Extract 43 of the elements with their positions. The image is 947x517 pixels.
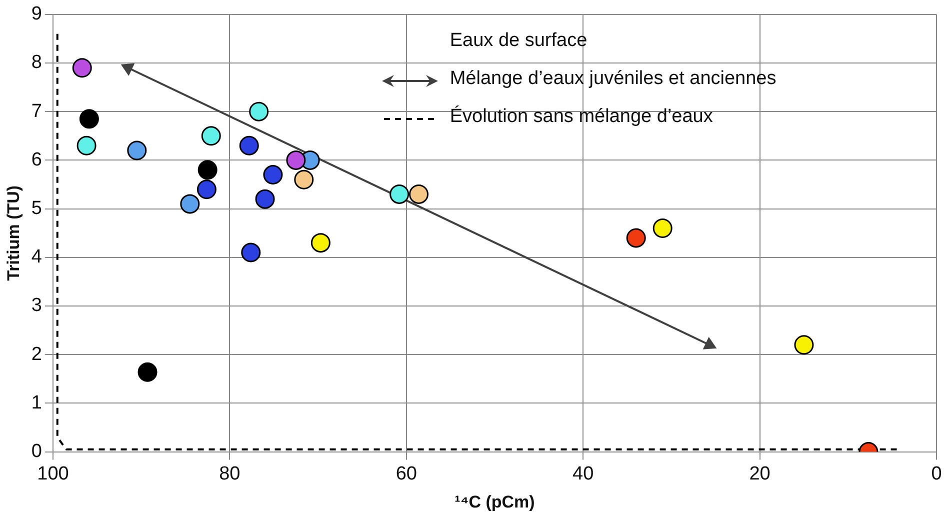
point [794,335,814,355]
point [180,194,200,214]
point [263,165,283,185]
y-tick-label: 7 [31,100,42,122]
x-tick-label: 40 [572,463,594,484]
point [409,184,428,204]
y-tick-label: 0 [31,441,42,462]
point [255,189,275,209]
point [310,233,330,253]
x-tick-label: 20 [749,463,770,484]
point [249,102,269,122]
point [79,109,99,129]
point [127,140,147,160]
y-tick-label: 4 [31,246,42,268]
x-tick-label: 0 [931,463,942,484]
point [241,242,261,262]
point [239,136,259,156]
y-tick-label: 2 [31,344,42,365]
point [72,58,92,78]
point [201,126,221,146]
legend-label: Évolution sans mélange d’eaux [450,106,713,128]
y-tick-label: 6 [31,149,42,170]
x-tick-label: 100 [37,463,69,484]
x-axis-title: ¹⁴C (pCm) [454,492,535,512]
y-axis-title: Tritium (TU) [4,185,23,281]
legend-label: Mélange d’eaux juvéniles et anciennes [450,68,776,90]
point [294,170,314,190]
y-tick-label: 9 [31,4,42,25]
point [138,362,158,382]
y-tick-label: 5 [31,198,42,220]
point [652,218,672,238]
point [196,180,216,200]
y-tick-label: 1 [31,392,42,414]
legend-title: Eaux de surface [450,30,588,52]
y-tick-label: 8 [31,52,42,74]
point [76,136,96,156]
x-tick-label: 80 [219,463,240,484]
x-tick-label: 60 [396,463,417,484]
point [626,228,646,248]
point [198,160,218,180]
point [390,184,410,204]
y-tick-label: 3 [31,295,42,316]
point [286,150,306,170]
